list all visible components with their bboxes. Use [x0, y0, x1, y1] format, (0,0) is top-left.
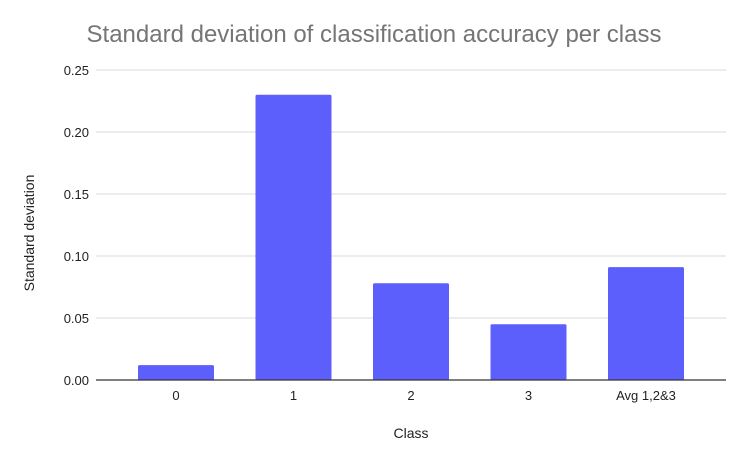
- y-tick-label: 0.25: [64, 63, 89, 78]
- x-axis-ticks: 0 1 2 3 Avg 1,2&3: [172, 388, 676, 403]
- y-tick-label: 0.10: [64, 249, 89, 264]
- x-tick-label: Avg 1,2&3: [616, 388, 676, 403]
- bar-1: [255, 94, 332, 381]
- y-axis-label: Standard deviation: [21, 175, 37, 292]
- x-tick-label: 2: [407, 388, 414, 403]
- bar-0: [138, 365, 214, 380]
- bar-4: [608, 267, 684, 380]
- x-tick-label: 1: [290, 388, 297, 403]
- chart-title: Standard deviation of classification acc…: [87, 21, 662, 48]
- bar-2: [373, 283, 449, 380]
- y-tick-label: 0.05: [64, 311, 89, 326]
- bar-3: [490, 324, 567, 380]
- bars: [138, 94, 684, 381]
- x-tick-label: 3: [525, 388, 532, 403]
- y-tick-label: 0.20: [64, 125, 89, 140]
- y-axis-ticks: 0.00 0.05 0.10 0.15 0.20 0.25: [64, 63, 89, 388]
- x-axis-label: Class: [393, 425, 428, 441]
- x-tick-label: 0: [172, 388, 179, 403]
- y-tick-label: 0.15: [64, 187, 89, 202]
- y-tick-label: 0.00: [64, 373, 89, 388]
